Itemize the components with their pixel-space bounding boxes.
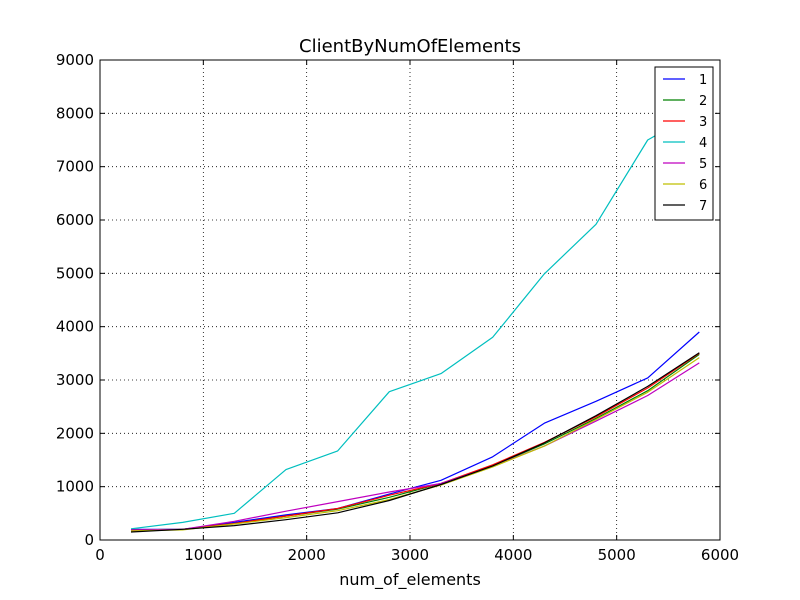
chart-title: ClientByNumOfElements bbox=[299, 36, 521, 57]
y-tick-label: 8000 bbox=[56, 104, 94, 122]
y-tick-label: 3000 bbox=[56, 371, 94, 389]
y-tick-label: 9000 bbox=[56, 51, 94, 69]
y-tick-label: 1000 bbox=[56, 478, 94, 496]
y-tick-label: 5000 bbox=[56, 264, 94, 282]
x-tick-label: 2000 bbox=[288, 546, 326, 564]
y-tick-label: 6000 bbox=[56, 211, 94, 229]
legend-label-3: 3 bbox=[699, 115, 707, 130]
series-line-4 bbox=[130, 110, 700, 530]
y-tick-label: 0 bbox=[84, 531, 94, 549]
x-tick-label: 5000 bbox=[598, 546, 636, 564]
legend-box bbox=[654, 66, 714, 221]
series-line-7 bbox=[130, 352, 700, 533]
legend-label-1: 1 bbox=[699, 73, 707, 88]
legend: 1 2 3 4 5 6 7 bbox=[654, 66, 714, 221]
y-tick-label: 4000 bbox=[56, 318, 94, 336]
x-tick-label: 1000 bbox=[184, 546, 222, 564]
x-tick-label: 0 bbox=[95, 546, 105, 564]
legend-label-2: 2 bbox=[699, 94, 707, 109]
legend-label-7: 7 bbox=[699, 199, 707, 214]
series-line-5 bbox=[130, 362, 700, 531]
x-axis-label: num_of_elements bbox=[339, 570, 481, 590]
legend-label-5: 5 bbox=[699, 157, 707, 172]
legend-label-4: 4 bbox=[699, 136, 707, 151]
legend-label-6: 6 bbox=[699, 178, 707, 193]
y-tick-label: 2000 bbox=[56, 424, 94, 442]
x-tick-label: 6000 bbox=[701, 546, 739, 564]
y-tick-label: 7000 bbox=[56, 158, 94, 176]
x-tick-label: 4000 bbox=[494, 546, 532, 564]
axis-ticks: 0 1000 2000 3000 4000 5000 6000 0 1000 2000 3000 40… bbox=[56, 51, 739, 564]
series-layer bbox=[130, 110, 700, 533]
x-tick-label: 3000 bbox=[391, 546, 429, 564]
